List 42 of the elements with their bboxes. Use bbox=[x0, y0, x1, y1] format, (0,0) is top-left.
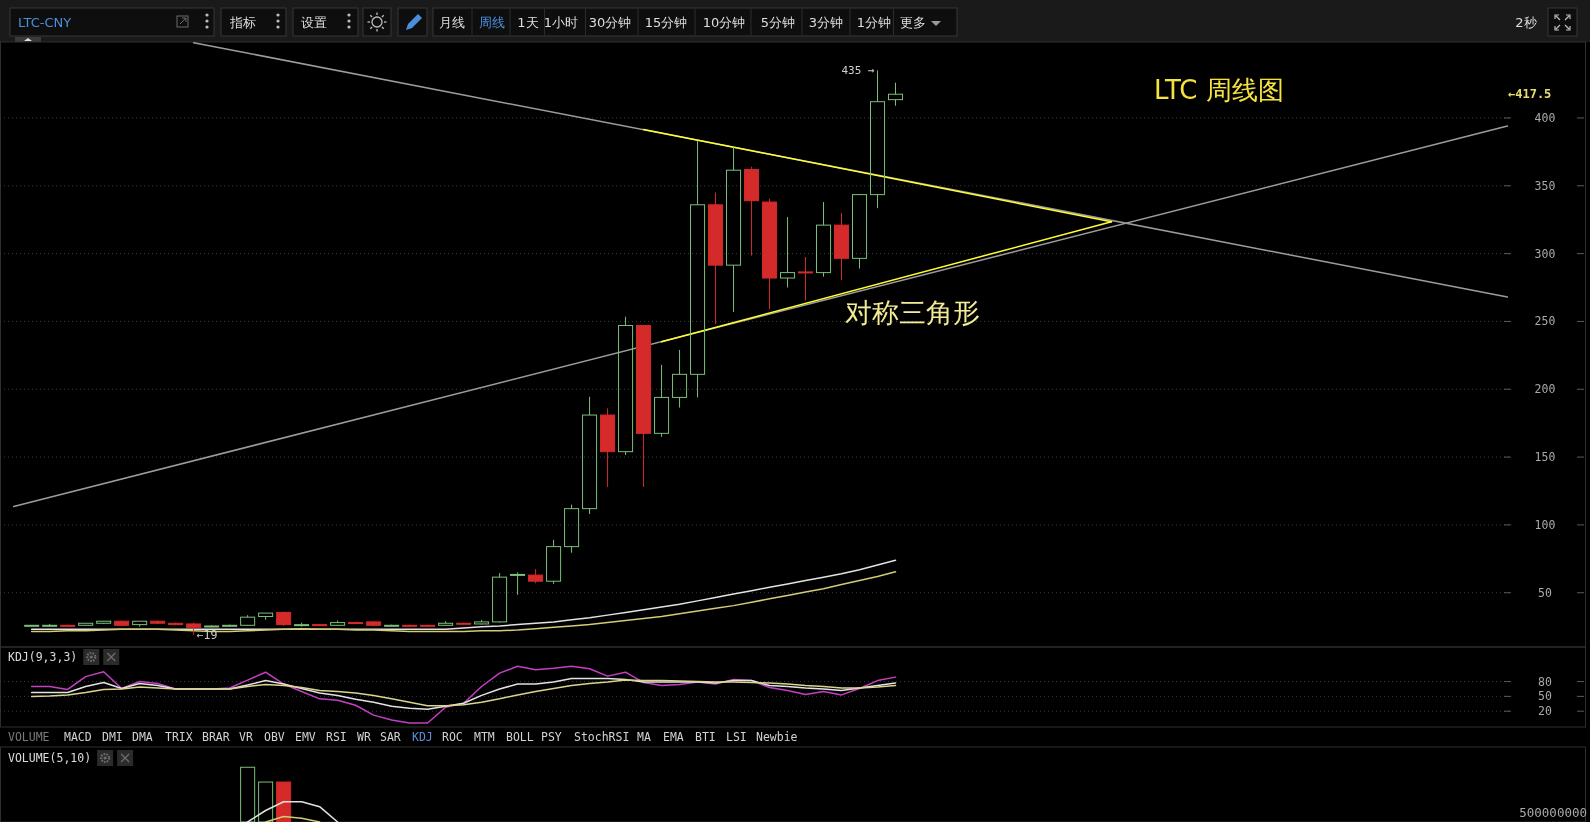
tab-label: MACD bbox=[64, 730, 92, 744]
tab-label: Newbie bbox=[756, 730, 798, 744]
tick-label: 250 bbox=[1534, 314, 1556, 329]
tab-label: MA bbox=[637, 730, 651, 744]
annotation: ←19 bbox=[196, 627, 218, 642]
tab-label: BTI bbox=[695, 730, 716, 744]
tab-label: RSI bbox=[326, 730, 347, 744]
tab-label: VR bbox=[239, 730, 253, 744]
tick-label: 400 bbox=[1534, 110, 1556, 125]
tick-label: 100 bbox=[1534, 517, 1556, 532]
tab-label: KDJ bbox=[412, 730, 433, 744]
annotation: 435 → bbox=[841, 64, 875, 77]
tab-label: DMA bbox=[132, 730, 153, 744]
tick-label: 50 bbox=[1538, 585, 1552, 600]
annotation: ←417.5 bbox=[1508, 87, 1552, 102]
tab-label: WR bbox=[357, 730, 371, 744]
tab-label: BRAR bbox=[202, 730, 230, 744]
tab-label: EMA bbox=[663, 730, 684, 744]
tab-label: PSY bbox=[541, 730, 562, 744]
tick-label: 350 bbox=[1534, 178, 1556, 193]
tick-label: 300 bbox=[1534, 246, 1556, 261]
tab-label: DMI bbox=[102, 730, 123, 744]
tick-label: 150 bbox=[1534, 450, 1556, 465]
tab-label: SAR bbox=[380, 730, 401, 744]
tab-label: StochRSI bbox=[574, 730, 630, 744]
tab-label: EMV bbox=[295, 730, 316, 744]
tab-label: TRIX bbox=[165, 730, 193, 744]
tick-label: 20 bbox=[1538, 704, 1552, 719]
tick-label: 50 bbox=[1538, 689, 1552, 704]
panel-title: VOLUME(5,10) bbox=[8, 751, 92, 765]
tick-label: 200 bbox=[1534, 382, 1556, 397]
tab-label: BOLL bbox=[506, 730, 534, 744]
tab-label: VOLUME bbox=[8, 730, 50, 744]
tab-label: ROC bbox=[442, 730, 463, 744]
annotation: 对称三角形 bbox=[845, 297, 980, 328]
tab-label: OBV bbox=[264, 730, 285, 744]
tab-label: LSI bbox=[726, 730, 747, 744]
tick-label: 80 bbox=[1538, 674, 1552, 689]
annotation: 500000000 bbox=[1519, 805, 1587, 820]
tab-label: MTM bbox=[474, 730, 495, 744]
title: LTC 周线图 bbox=[1154, 75, 1284, 105]
panel-title: KDJ(9,3,3) bbox=[8, 650, 78, 664]
